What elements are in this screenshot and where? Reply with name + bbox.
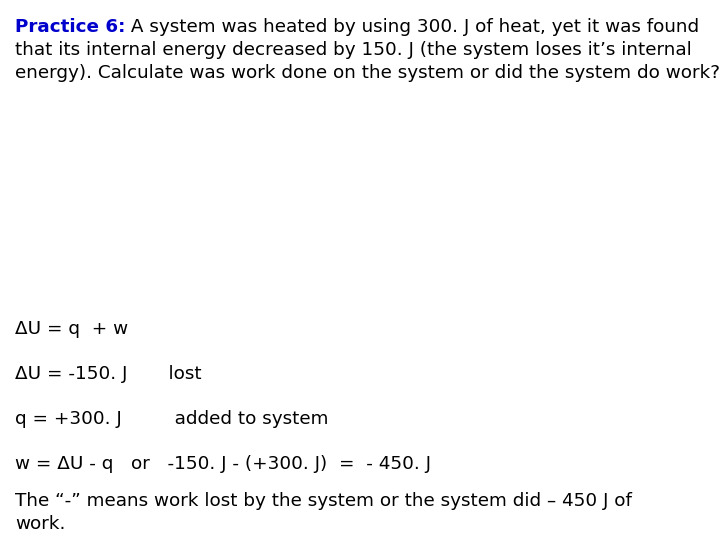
Text: q = +300. J         added to system: q = +300. J added to system	[15, 410, 328, 428]
Text: The “-” means work lost by the system or the system did – 450 J of: The “-” means work lost by the system or…	[15, 492, 632, 510]
Text: ΔU = q  + w: ΔU = q + w	[15, 320, 128, 338]
Text: Practice 6:: Practice 6:	[15, 18, 125, 36]
Text: A system was heated by using 300. J of heat, yet it was found: A system was heated by using 300. J of h…	[125, 18, 700, 36]
Text: that its internal energy decreased by 150. J (the system loses it’s internal: that its internal energy decreased by 15…	[15, 41, 692, 59]
Text: ΔU = -150. J       lost: ΔU = -150. J lost	[15, 365, 202, 383]
Text: w = ΔU - q   or   -150. J - (+300. J)  =  - 450. J: w = ΔU - q or -150. J - (+300. J) = - 45…	[15, 455, 431, 473]
Text: energy). Calculate was work done on the system or did the system do work?: energy). Calculate was work done on the …	[15, 64, 720, 82]
Text: work.: work.	[15, 515, 66, 533]
